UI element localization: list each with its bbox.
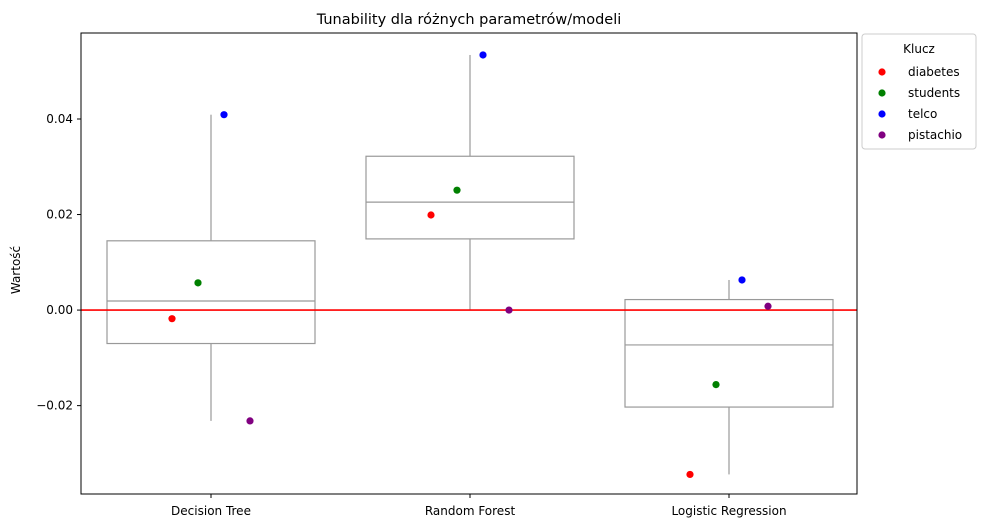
legend-marker-telco — [878, 110, 886, 118]
box-2 — [365, 155, 575, 240]
plot-area: −0.02 0.00 0.02 0.04 Decision Tree Random For… — [36, 32, 858, 518]
point-telco-3 — [738, 276, 746, 284]
point-telco-2 — [479, 51, 487, 59]
legend-label-telco: telco — [908, 107, 937, 121]
point-diabetes-1 — [168, 315, 176, 323]
point-students-1 — [194, 279, 202, 287]
box-1 — [106, 240, 316, 345]
legend-frame — [861, 33, 977, 150]
x-tick-label: Decision Tree — [171, 504, 251, 518]
point-pistachio-2 — [505, 306, 513, 314]
chart-title: Tunability dla różnych parametrów/modeli — [316, 12, 622, 28]
legend-label-diabetes: diabetes — [908, 65, 960, 79]
point-pistachio-3 — [764, 302, 772, 310]
legend-marker-pistachio — [878, 131, 886, 139]
legend-marker-students — [878, 89, 886, 97]
legend-marker-diabetes — [878, 68, 886, 76]
y-tick-label: −0.02 — [36, 399, 73, 413]
x-tick-label: Random Forest — [425, 504, 516, 518]
y-axis-label: Wartość — [9, 246, 23, 294]
y-tick-label: 0.02 — [46, 208, 73, 222]
box-3 — [624, 298, 834, 408]
point-pistachio-1 — [246, 417, 254, 425]
legend-label-students: students — [908, 86, 960, 100]
point-diabetes-2 — [427, 211, 435, 219]
legend-label-pistachio: pistachio — [908, 128, 962, 142]
axes-frame — [80, 32, 858, 495]
legend-title: Klucz — [903, 42, 935, 56]
point-diabetes-3 — [686, 470, 694, 479]
point-telco-1 — [220, 111, 228, 119]
point-students-3 — [712, 381, 720, 389]
legend: Klucz diabetes students telco pistachio — [861, 33, 977, 150]
y-tick-label: 0.04 — [46, 112, 73, 126]
point-students-2 — [453, 186, 461, 194]
y-tick-label: 0.00 — [46, 303, 73, 317]
x-tick-label: Logistic Regression — [671, 504, 786, 518]
